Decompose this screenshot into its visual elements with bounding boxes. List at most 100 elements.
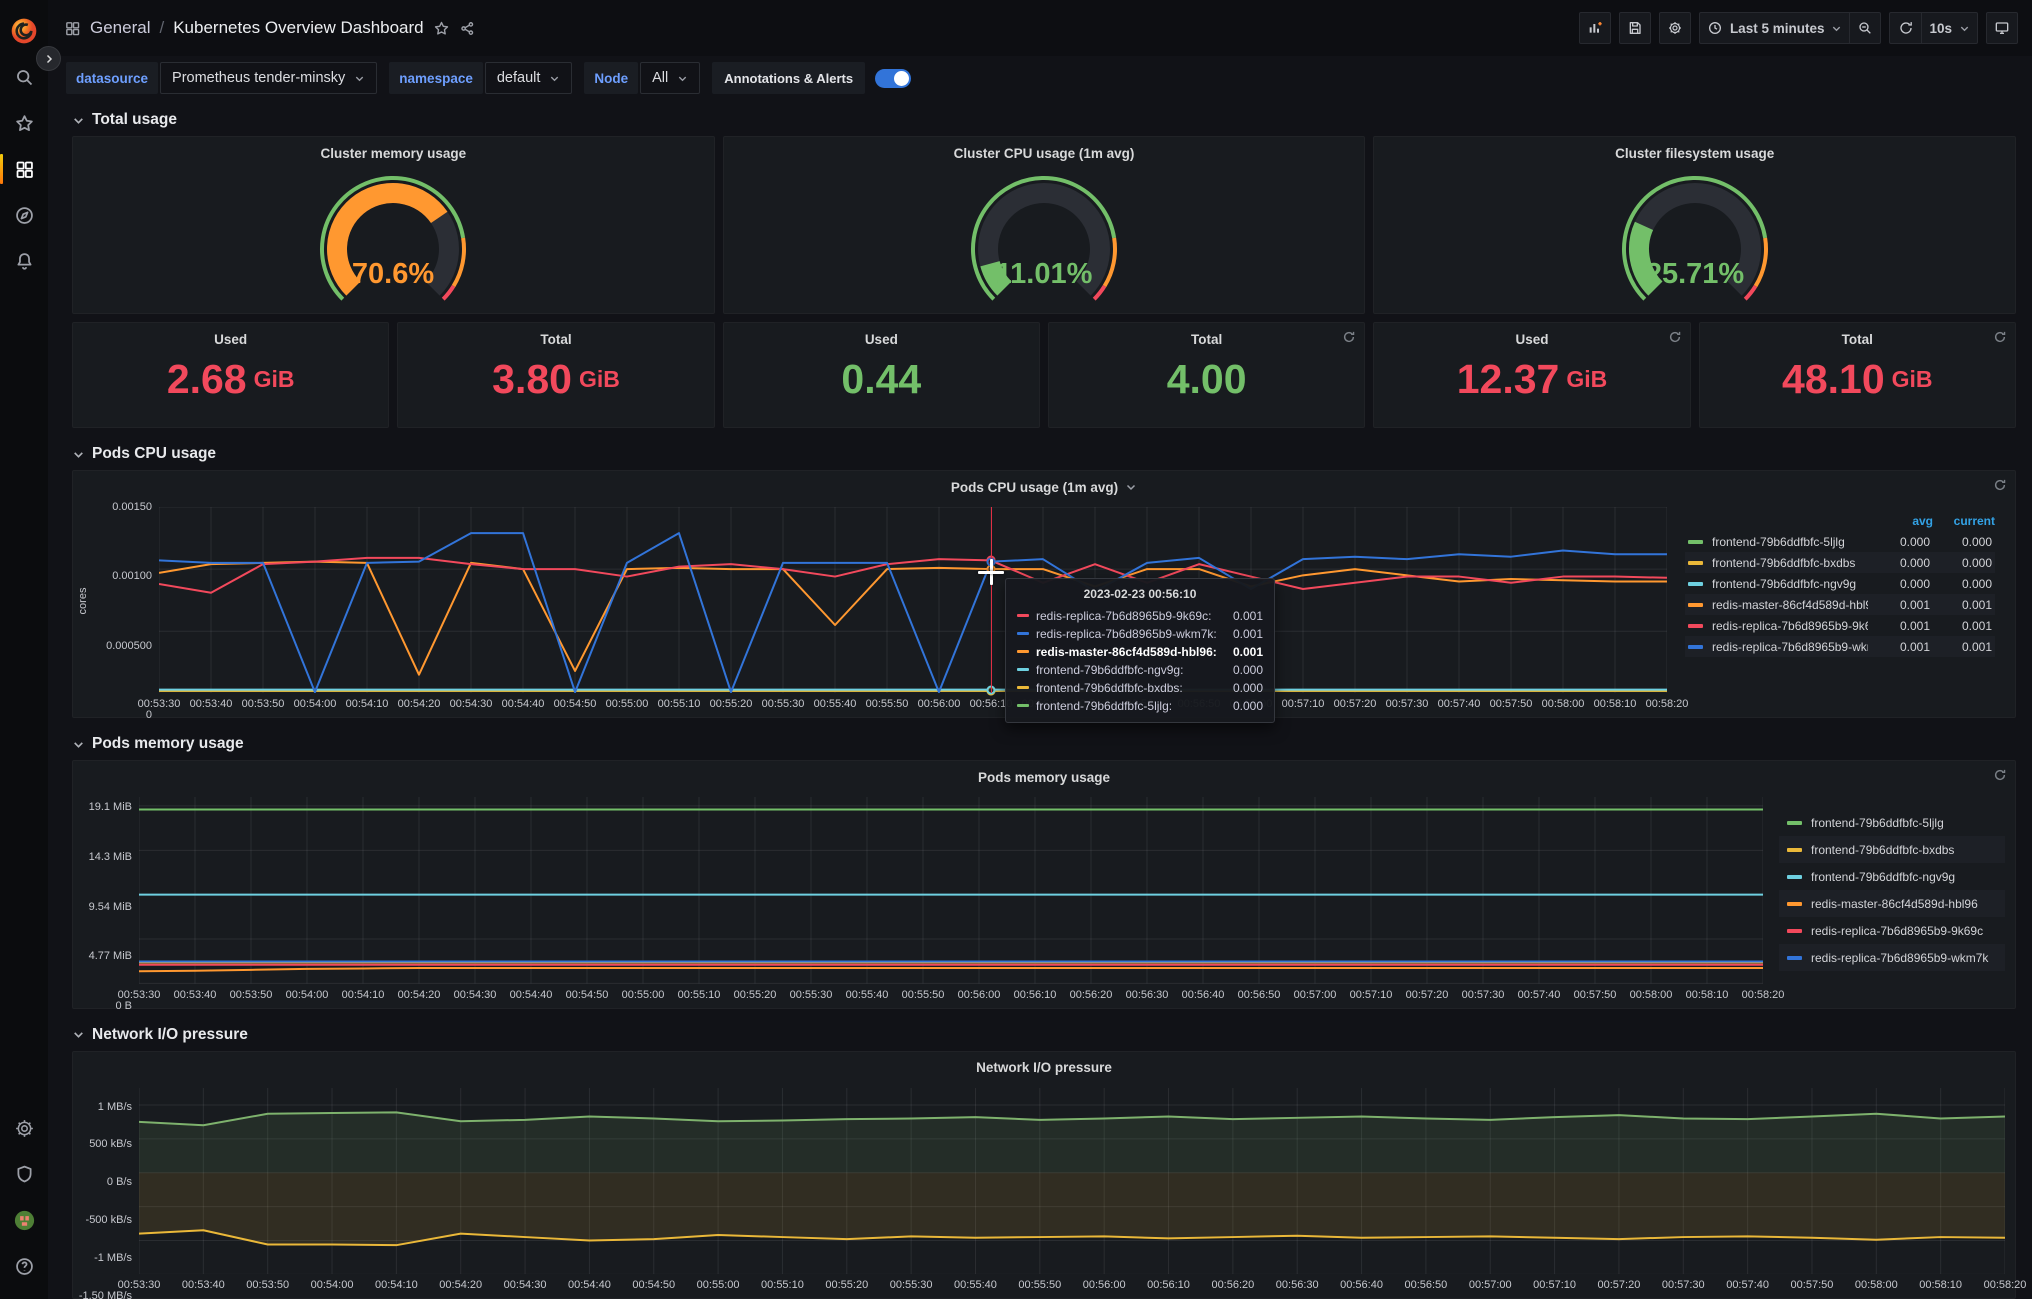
x-tick-label: 00:55:40 — [845, 988, 889, 1001]
favorite-star-button[interactable] — [433, 20, 450, 37]
save-dashboard-button[interactable] — [1618, 12, 1651, 44]
annotations-toggle[interactable] — [875, 68, 912, 88]
section-network[interactable]: Network I/O pressure — [72, 1019, 2016, 1051]
panel-refresh-spinner — [1993, 478, 2007, 497]
legend-current-value: 0.000 — [1961, 576, 1992, 591]
series-color-dash — [1688, 623, 1703, 628]
legend-item[interactable]: frontend-79b6ddfbfc-ngv9g — [1779, 863, 2005, 890]
series-color-dash — [1017, 632, 1029, 636]
legend-avg-value: 0.000 — [1899, 576, 1930, 591]
legend-item[interactable]: redis-replica-7b6d8965b9-9k69c — [1779, 917, 2005, 944]
tooltip-series-row: frontend-79b6ddfbfc-5ljlg: 0.000 — [1017, 697, 1263, 715]
legend-current-value: 0.000 — [1961, 555, 1992, 570]
sidebar-item-alerting[interactable] — [0, 238, 48, 284]
time-range-picker[interactable]: Last 5 minutes — [1698, 12, 1850, 44]
panel-title[interactable]: Pods memory usage — [977, 769, 1111, 785]
x-tick-label: 00:56:30 — [1125, 988, 1169, 1001]
add-panel-icon — [1589, 22, 1602, 33]
x-tick-label: 00:56:00 — [917, 698, 961, 711]
panel-stat-total-3: Total 4.00 — [1047, 322, 1366, 428]
grafana-logo[interactable] — [0, 8, 48, 54]
variables-bar: datasource Prometheus tender-minsky name… — [48, 56, 2032, 100]
refresh-dashboard-button[interactable] — [1889, 12, 1922, 44]
legend-series-name: redis-replica-7b6d8965b9-wkm7k — [1811, 950, 1989, 965]
tv-mode-button[interactable] — [1986, 12, 2018, 44]
section-pods-memory[interactable]: Pods memory usage — [72, 728, 2016, 760]
stat-unit: GiB — [253, 365, 295, 392]
tooltip-series-name: redis-replica-7b6d8965b9-9k69c: — [1036, 608, 1212, 623]
x-tick-label: 00:53:30 — [117, 988, 161, 1001]
apps-grid-icon[interactable] — [64, 20, 81, 37]
legend-item[interactable]: frontend-79b6ddfbfc-5ljlg 0.000 0.000 — [1685, 531, 1995, 552]
sidebar-expand-button[interactable] — [36, 46, 61, 71]
panel-title[interactable]: Cluster filesystem usage — [1615, 145, 1775, 161]
panel-title[interactable]: Network I/O pressure — [976, 1060, 1112, 1076]
x-axis: 00:53:30 00:53:40 00:53:50 00:54:00 00:54:10… — [118, 1277, 2027, 1296]
sidebar-item-dashboards[interactable] — [0, 146, 48, 192]
sidebar-item-profile[interactable] — [0, 1197, 48, 1243]
sidebar-item-explore[interactable] — [0, 192, 48, 238]
chevron-down-icon — [1960, 26, 1969, 31]
legend-item[interactable]: frontend-79b6ddfbfc-5ljlg — [1779, 809, 2005, 836]
stat-title: Used — [864, 332, 898, 347]
var-namespace-select[interactable]: default — [484, 62, 573, 94]
legend-item[interactable]: redis-master-86cf4d589d-hbl96 — [1779, 890, 2005, 918]
var-datasource-select[interactable]: Prometheus tender-minsky — [160, 62, 378, 94]
legend-item[interactable]: redis-replica-7b6d8965b9-9k69c 0.001 0.001 — [1685, 615, 1995, 636]
y-tick-label: 9.54 MiB — [88, 900, 132, 913]
monitor-icon — [1995, 22, 2009, 34]
legend-item[interactable]: redis-master-86cf4d589d-hbl96 0.001 0.001 — [1685, 594, 1995, 615]
share-button[interactable] — [459, 20, 476, 37]
y-axis: 0.00150 0.00100 0.000500 0 — [93, 501, 159, 721]
legend-item[interactable]: frontend-79b6ddfbfc-bxdbs — [1779, 836, 2005, 864]
stat-number: 48.10 — [1782, 355, 1885, 402]
save-icon — [1629, 22, 1641, 34]
sidebar-item-server-admin[interactable] — [0, 1151, 48, 1197]
breadcrumb-folder[interactable]: General — [90, 18, 151, 37]
tooltip-series-value: 0.000 — [1232, 662, 1263, 677]
breadcrumb-dashboard-title[interactable]: Kubernetes Overview Dashboard — [173, 18, 424, 37]
panel-title[interactable]: Cluster CPU usage (1m avg) — [953, 145, 1135, 161]
crosshair-cursor — [978, 570, 1004, 574]
stat-title: Total — [540, 332, 572, 347]
panel-refresh-spinner — [1993, 768, 2007, 787]
y-axis-title: cores — [77, 587, 89, 615]
legend-item[interactable]: redis-replica-7b6d8965b9-wkm7k — [1779, 944, 2005, 972]
network-plot-area[interactable] — [139, 1088, 2005, 1274]
zoom-out-time-button[interactable] — [1849, 12, 1882, 44]
x-tick-label: 00:55:50 — [1018, 1278, 1062, 1291]
legend-item[interactable]: redis-replica-7b6d8965b9-wkm7k 0.001 0.001 — [1685, 636, 1995, 657]
time-picker-group: Last 5 minutes — [1698, 12, 1882, 44]
x-tick-label: 00:54:30 — [453, 988, 497, 1001]
y-tick-label: 0.00150 — [112, 501, 152, 513]
legend-series-name: redis-master-86cf4d589d-hbl96 — [1811, 896, 1978, 911]
sidebar — [0, 0, 61, 1299]
sidebar-item-configuration[interactable] — [0, 1105, 48, 1151]
legend-item[interactable]: frontend-79b6ddfbfc-ngv9g 0.000 0.000 — [1685, 573, 1995, 594]
x-tick-label: 00:58:00 — [1629, 988, 1673, 1001]
dashboard-settings-button[interactable] — [1658, 12, 1691, 44]
series-color-dash — [1787, 901, 1802, 906]
refresh-interval-picker[interactable]: 10s — [1921, 12, 1978, 44]
add-panel-button[interactable] — [1578, 12, 1611, 44]
tooltip-series-value: 0.001 — [1232, 608, 1263, 623]
x-tick-label: 00:55:00 — [621, 988, 665, 1001]
section-pods-cpu[interactable]: Pods CPU usage — [72, 438, 2016, 470]
stat-value: 0.44 — [724, 347, 1039, 427]
time-range-label: Last 5 minutes — [1729, 20, 1825, 36]
stat-unit: GiB — [1566, 365, 1608, 392]
cpu-plot-area[interactable]: 2023-02-23 00:56:10 redis-replica-7b6d896… — [159, 507, 1667, 723]
legend-item[interactable]: frontend-79b6ddfbfc-bxdbs 0.000 0.000 — [1685, 552, 1995, 573]
memory-plot-area[interactable] — [139, 797, 1763, 983]
x-tick-label: 00:55:10 — [761, 1278, 804, 1291]
panel-title[interactable]: Pods CPU usage (1m avg) — [73, 471, 2015, 503]
clock-icon — [1708, 22, 1721, 34]
panel-title[interactable]: Cluster memory usage — [320, 145, 467, 161]
x-tick-label: 00:53:50 — [246, 1278, 290, 1291]
section-total-usage[interactable]: Total usage — [72, 104, 2016, 136]
sidebar-item-search[interactable] — [0, 54, 48, 100]
sidebar-item-help[interactable] — [0, 1243, 48, 1289]
var-node-select[interactable]: All — [640, 62, 701, 94]
x-tick-label: 00:56:20 — [1211, 1278, 1255, 1291]
sidebar-item-starred[interactable] — [0, 100, 48, 146]
